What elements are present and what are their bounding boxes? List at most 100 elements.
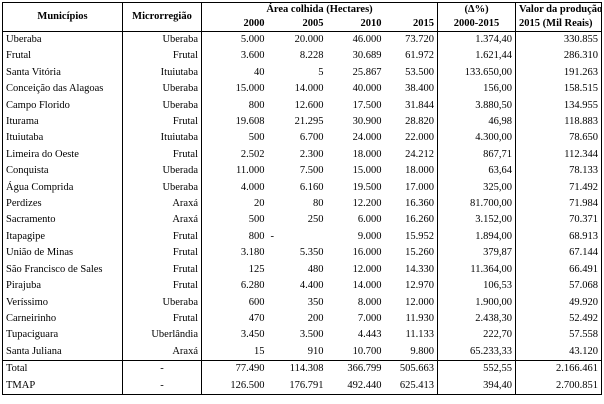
cell-area-2010: 7.000 — [357, 312, 382, 324]
cell-area-2000: 5.000 — [201, 31, 268, 49]
cell-area-2010: 492.440 — [326, 377, 385, 395]
data-table: Municípios Microrregião Área colhida (He… — [2, 2, 603, 395]
cell-area-2000: 20 — [201, 196, 268, 213]
cell-valor: 67.144 — [515, 245, 602, 262]
cell-area-2005: 480 — [307, 263, 324, 275]
header-year-2010: 2010 — [326, 17, 385, 32]
cell-area-2010: 366.799 — [326, 360, 385, 378]
cell-municipio: Iturama — [6, 116, 39, 128]
cell-area-2005: 176.791 — [267, 377, 327, 395]
cell-valor: 52.492 — [515, 310, 602, 328]
cell-municipio: Veríssimo — [6, 296, 48, 308]
cell-valor: 118.883 — [515, 114, 602, 131]
cell-delta: 3.152,00 — [437, 212, 516, 229]
cell-area-2000: 125 — [201, 261, 268, 279]
cell-area-2015: 15.260 — [405, 247, 435, 259]
cell-area-2000: 6.280 — [201, 278, 268, 295]
cell-microrregiao: Uberaba — [122, 81, 202, 98]
cell-area-2000: 470 — [201, 310, 268, 328]
cell-municipio: Uberaba — [6, 34, 42, 45]
cell-area-2015: 625.413 — [384, 377, 438, 395]
cell-valor: 57.558 — [515, 327, 602, 344]
cell-area-2010: 25.867 — [352, 66, 382, 78]
table-row: Total -77.490 114.308 366.799 505.663 552,55 2… — [2, 360, 602, 378]
cell-area-2005: 250 — [307, 214, 324, 226]
cell-area-2010: 46.000 — [352, 34, 382, 45]
cell-area-2010: 12.200 — [352, 198, 382, 210]
table-row: Conceição das Alagoas Uberaba 15.000 14.000… — [3, 81, 602, 98]
cell-area-2000: 800 — [201, 228, 268, 246]
cell-valor: 78.650 — [515, 130, 602, 147]
table-row: Uberaba Uberaba 5.000 20.000 46.000 73.720 1.3… — [3, 31, 602, 49]
cell-valor: 286.310 — [515, 48, 602, 65]
cell-delta: 2.438,30 — [437, 310, 516, 328]
cell-area-2010: 6.000 — [357, 214, 382, 226]
cell-area-2015: 11.930 — [405, 312, 435, 324]
cell-delta: 867,71 — [437, 146, 516, 164]
cell-microrregiao: Ituiutaba — [122, 130, 202, 147]
cell-area-2015: 14.330 — [405, 263, 435, 275]
cell-area-2015: 16.260 — [405, 214, 435, 226]
cell-area-2005: 80 — [313, 198, 324, 210]
cell-area-2005: 350 — [307, 296, 324, 308]
cell-area-2010: 10.700 — [352, 345, 382, 357]
cell-municipio: Água Comprida — [6, 181, 74, 193]
cell-area-2010: 14.000 — [352, 280, 382, 292]
cell-microrregiao: Frutal — [122, 310, 202, 328]
cell-delta: 106,53 — [437, 278, 516, 295]
cell-area-2015: 73.720 — [405, 34, 435, 45]
cell-delta: 11.364,00 — [437, 261, 516, 279]
cell-microrregiao: Frutal — [122, 228, 202, 246]
cell-valor: 43.120 — [515, 343, 602, 361]
cell-valor: 112.344 — [515, 146, 602, 164]
cell-area-2000: 15.000 — [201, 81, 268, 98]
cell-valor: 330.855 — [515, 31, 602, 49]
cell-area-2010: 30.689 — [352, 50, 382, 62]
cell-municipio: Pirajuba — [6, 280, 41, 292]
cell-area-2000: 19.608 — [201, 114, 268, 131]
cell-area-2010: 16.000 — [352, 247, 382, 259]
cell-delta: 63,64 — [437, 163, 516, 180]
cell-area-2015: 61.972 — [405, 50, 435, 62]
table-row: Limeira do Oeste Frutal 2.502 2.300 18.000 24… — [3, 146, 602, 164]
cell-area-2000: 126.500 — [201, 377, 268, 395]
cell-area-2010: 24.000 — [352, 132, 382, 144]
cell-microrregiao: Uberaba — [122, 294, 202, 311]
cell-delta: 222,70 — [437, 327, 516, 344]
table-row: TMAP -126.500 176.791 492.440 625.413 394,40 2… — [2, 377, 602, 395]
cell-microrregiao: Frutal — [122, 278, 202, 295]
table-row: Água Comprida Uberaba 4.000 6.160 19.500 17.0… — [3, 179, 602, 197]
header-delta-top: (Δ%) — [437, 2, 516, 17]
cell-area-2000: 40 — [201, 64, 268, 82]
table-row: São Francisco de Sales Frutal 125 480 12.000… — [3, 261, 602, 279]
cell-area-2015: 16.360 — [405, 198, 435, 210]
cell-valor: 78.133 — [515, 163, 602, 180]
cell-area-2010: 19.500 — [352, 181, 382, 193]
cell-microrregiao: Ituiutaba — [122, 64, 202, 82]
cell-area-2000: 77.490 — [201, 360, 268, 378]
cell-area-2005: 114.308 — [267, 360, 327, 378]
cell-delta: 552,55 — [437, 360, 516, 378]
cell-area-2015: 11.133 — [405, 329, 435, 341]
cell-area-2015: 38.400 — [405, 83, 435, 95]
cell-area-2015: 17.000 — [405, 181, 435, 193]
cell-area-2005: 14.000 — [294, 83, 324, 95]
cell-microrregiao: Uberaba — [122, 179, 202, 197]
cell-delta: 1.374,40 — [437, 31, 516, 49]
cell-municipio: Limeira do Oeste — [6, 148, 79, 160]
cell-valor: 71.984 — [515, 196, 602, 213]
header-row-1: Municípios Microrregião Área colhida (He… — [2, 2, 602, 32]
cell-microrregiao: Frutal — [122, 261, 202, 279]
cell-delta: 156,00 — [437, 81, 516, 98]
cell-area-2005: 3.500 — [299, 329, 324, 341]
cell-area-2005: 12.600 — [294, 99, 324, 111]
cell-valor: 68.913 — [515, 228, 602, 246]
cell-microrregiao: - — [122, 377, 202, 395]
cell-microrregiao: Uberaba — [122, 31, 202, 49]
cell-area-2005: - — [270, 230, 275, 242]
cell-area-2005: 20.000 — [294, 34, 324, 45]
cell-area-2015: 22.000 — [405, 132, 435, 144]
cell-municipio: Campo Florido — [6, 99, 70, 111]
cell-area-2010: 40.000 — [352, 83, 382, 95]
cell-area-2005: 5 — [318, 66, 324, 78]
